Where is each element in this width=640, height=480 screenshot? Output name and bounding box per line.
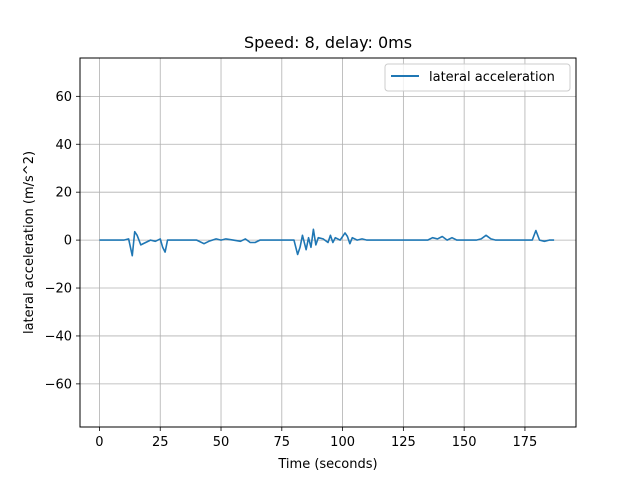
x-tick-label: 0 <box>95 435 103 450</box>
x-tick-label: 100 <box>330 435 355 450</box>
x-tick-label: 125 <box>391 435 416 450</box>
y-tick-label: 40 <box>55 138 72 153</box>
chart-title: Speed: 8, delay: 0ms <box>244 33 412 52</box>
y-axis-label: lateral acceleration (m/s^2) <box>22 151 37 334</box>
legend-box <box>384 63 571 92</box>
legend: lateral acceleration <box>384 63 571 92</box>
x-tick-label: 150 <box>452 435 477 450</box>
x-tick-label: 50 <box>213 435 230 450</box>
x-axis-ticks: 0 25 50 75 100 125 150 175 <box>95 427 537 450</box>
grid-lines <box>80 58 576 427</box>
y-tick-label: 20 <box>55 186 72 201</box>
y-tick-label: 0 <box>64 234 72 249</box>
y-axis-ticks: −60 −40 −20 0 20 40 60 <box>45 90 80 392</box>
y-tick-label: −60 <box>45 377 72 392</box>
x-tick-label: 175 <box>513 435 538 450</box>
plot-area <box>99 228 555 257</box>
y-tick-label: 60 <box>55 90 72 105</box>
series-line-lateral-acceleration <box>99 228 555 257</box>
y-tick-label: −20 <box>45 282 72 297</box>
legend-label: lateral acceleration <box>429 70 555 85</box>
x-axis-label: Time (seconds) <box>277 457 377 472</box>
x-tick-label: 75 <box>274 435 291 450</box>
axes-frame <box>79 57 577 428</box>
x-tick-label: 25 <box>152 435 169 450</box>
y-tick-label: −40 <box>45 329 72 344</box>
